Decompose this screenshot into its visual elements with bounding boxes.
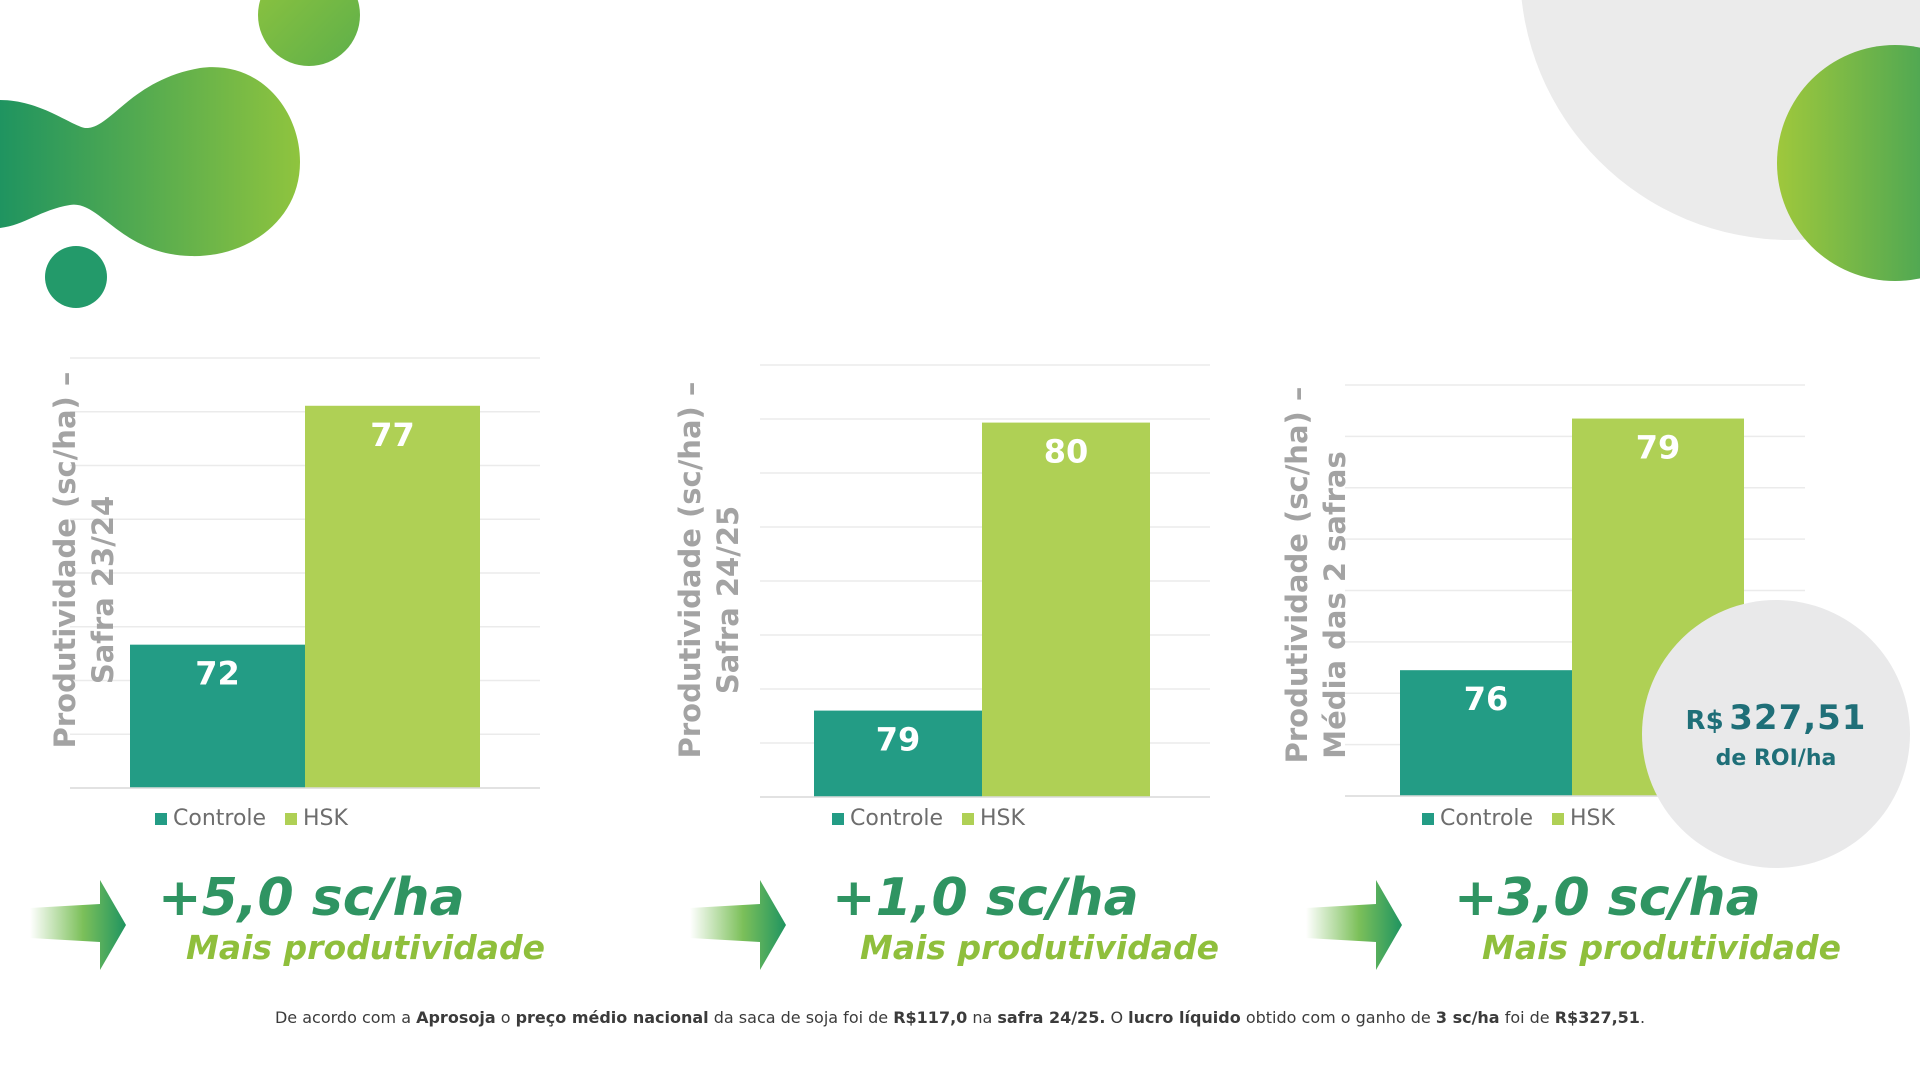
legend-swatch xyxy=(285,813,297,825)
bar-value-label: 79 xyxy=(876,721,921,759)
gain-caption: Mais produtividade xyxy=(186,928,546,967)
legend-label: HSK xyxy=(1570,806,1616,831)
legend-label: Controle xyxy=(1440,806,1533,831)
legend-label: Controle xyxy=(173,806,266,831)
chart-safra-23-24: Produtividade (sc/ha) – Safra 23/24 72 77 Co… xyxy=(48,357,540,831)
legend-swatch xyxy=(155,813,167,825)
bar-value-label: 79 xyxy=(1636,429,1681,467)
y-axis-label-line1: Produtividade (sc/ha) – xyxy=(1280,387,1314,764)
arrow-right-icon xyxy=(30,880,126,970)
legend-label: Controle xyxy=(850,806,943,831)
chart-safra-24-25: Produtividade (sc/ha) – Safra 24/25 79 80 Co… xyxy=(673,364,1210,831)
bar-controle xyxy=(814,710,982,797)
bar-value-label: 80 xyxy=(1044,433,1089,471)
legend-swatch xyxy=(1422,813,1434,825)
roi-badge: R$ 327,51 de ROI/ha xyxy=(1642,600,1910,868)
legend-swatch xyxy=(1552,813,1564,825)
legend-swatch xyxy=(962,813,974,825)
bar-hsk xyxy=(982,422,1150,797)
footnote: De acordo com a Aprosoja o preço médio n… xyxy=(274,1008,1646,1027)
arrow-right-icon xyxy=(1306,880,1402,970)
bar-controle xyxy=(1400,670,1572,796)
gain-block-2: +1,0 sc/ha Mais produtividade xyxy=(660,860,1300,980)
top-small-blob xyxy=(258,0,360,66)
bar-value-label: 72 xyxy=(195,655,240,693)
legend-swatch xyxy=(832,813,844,825)
y-axis-label-line1: Produtividade (sc/ha) – xyxy=(48,372,82,749)
green-corner-circle xyxy=(1777,45,1920,281)
bar-hsk xyxy=(305,405,480,788)
gain-value: +5,0 sc/ha xyxy=(158,868,465,928)
roi-amount: 327,51 xyxy=(1729,697,1867,738)
gain-value: +1,0 sc/ha xyxy=(832,868,1139,928)
roi-value: R$ 327,51 xyxy=(1686,698,1867,738)
y-axis-label-line2: Safra 23/24 xyxy=(86,496,120,684)
bar-value-label: 76 xyxy=(1464,680,1509,718)
gain-block-3: +3,0 sc/ha Mais produtividade xyxy=(1276,860,1916,980)
small-dot-blob xyxy=(45,246,107,308)
gain-caption: Mais produtividade xyxy=(1482,928,1842,967)
roi-currency: R$ xyxy=(1685,705,1724,736)
bar-value-label: 77 xyxy=(370,416,415,454)
bar-controle xyxy=(130,644,305,788)
legend-label: HSK xyxy=(980,806,1026,831)
arrow-right-icon xyxy=(690,880,786,970)
y-axis-label-line2: Média das 2 safras xyxy=(1318,451,1352,758)
y-axis-label-line1: Produtividade (sc/ha) – xyxy=(673,382,707,759)
gain-block-1: +5,0 sc/ha Mais produtividade xyxy=(0,860,640,980)
roi-caption: de ROI/ha xyxy=(1715,745,1837,771)
gain-caption: Mais produtividade xyxy=(860,928,1220,967)
left-blob xyxy=(0,67,300,257)
legend-label: HSK xyxy=(303,806,349,831)
y-axis-label-line2: Safra 24/25 xyxy=(711,506,745,694)
gain-value: +3,0 sc/ha xyxy=(1454,868,1761,928)
